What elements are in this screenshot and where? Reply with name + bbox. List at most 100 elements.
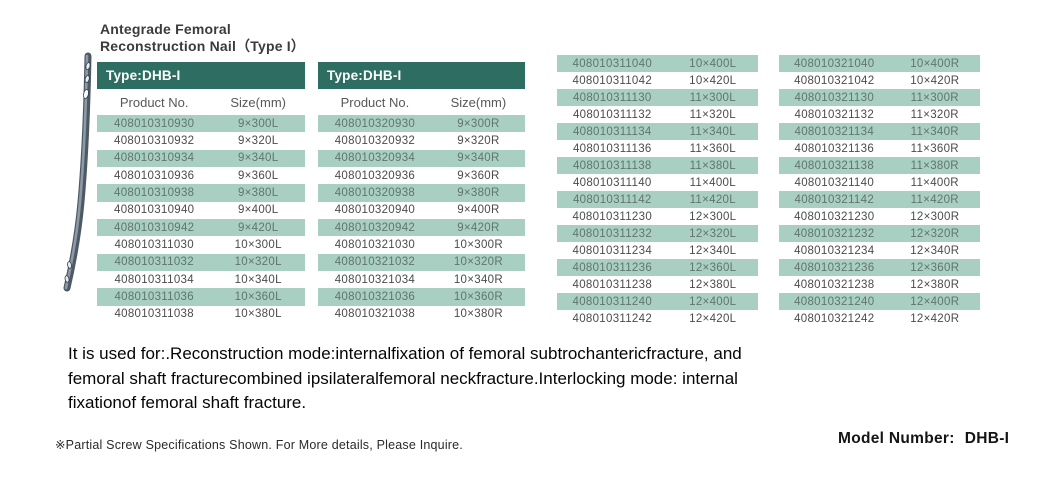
size-cell: 9×340R — [457, 152, 500, 165]
product-no-cell: 408010311132 — [572, 108, 652, 121]
size-cell: 9×380R — [457, 186, 500, 199]
table-row: 408010311138 11×380L — [557, 157, 758, 174]
product-no-cell: 408010311138 — [572, 159, 652, 172]
table-row: 408010321230 12×300R — [779, 208, 980, 225]
type-header: Type:DHB-I — [318, 62, 525, 89]
size-cell: 12×340L — [689, 244, 737, 257]
size-cell: 10×300L — [234, 238, 282, 251]
usage-line: femoral shaft fracturecombined ipsilater… — [68, 368, 738, 388]
product-no-cell: 408010321030 — [334, 238, 416, 251]
product-no-cell: 408010310940 — [114, 204, 195, 217]
table-row: 408010310940 9×400L — [97, 202, 305, 219]
table-row: 408010311240 12×400L — [557, 293, 758, 310]
table-row: 408010311042 10×420L — [557, 72, 758, 89]
size-cell: 12×400R — [910, 295, 960, 308]
size-cell: 12×300R — [910, 210, 960, 223]
table-rows: 408010320930 9×300R 408010320932 9×320R 4080… — [318, 115, 525, 323]
product-no-cell: 408010311036 — [114, 290, 194, 303]
table-row: 408010311132 11×320L — [557, 106, 758, 123]
table-row: 408010321042 10×420R — [779, 72, 980, 89]
product-no-cell: 408010310932 — [114, 134, 195, 147]
product-no-cell: 408010311140 — [572, 176, 652, 189]
table-row: 408010310942 9×420L — [97, 218, 305, 237]
table-row: 408010321242 12×420R — [779, 310, 980, 327]
spec-table-11-12-left: 408010311040 10×400L 408010311042 10×420L 40… — [557, 55, 758, 327]
size-cell: 11×380L — [689, 159, 736, 172]
product-no-cell: 408010320942 — [334, 221, 416, 234]
usage-line: fixationof femoral shaft fracture. — [68, 393, 307, 412]
product-no-cell: 408010321132 — [794, 108, 875, 121]
product-no-cell: 408010310936 — [114, 169, 195, 182]
product-no-cell: 408010321230 — [794, 210, 875, 223]
size-cell: 9×420R — [457, 221, 500, 234]
size-cell: 11×300L — [689, 91, 736, 104]
product-no-cell: 408010321234 — [794, 244, 875, 257]
column-size: Size(mm) — [230, 94, 286, 110]
product-no-cell: 408010311232 — [572, 227, 653, 240]
table-row: 408010311030 10×300L — [97, 236, 305, 253]
size-cell: 12×300L — [689, 210, 737, 223]
size-cell: 11×380R — [910, 159, 959, 172]
page-title: Antegrade Femoral Reconstruction Nail（Ty… — [100, 21, 305, 55]
column-product-no: Product No. — [119, 94, 189, 110]
size-cell: 9×400L — [237, 204, 279, 217]
spec-table-11-12-right: 408010321040 10×400R 408010321042 10×420R 40… — [779, 55, 980, 327]
column-size: Size(mm) — [450, 94, 507, 110]
table-row: 408010310936 9×360L — [97, 167, 305, 184]
table-row: 408010320932 9×320R — [318, 132, 525, 149]
table-row: 408010311238 12×380L — [557, 276, 758, 293]
table-row: 408010320938 9×380R — [318, 184, 525, 202]
type-header: Type:DHB-I — [97, 62, 305, 89]
table-row: 408010321040 10×400R — [779, 55, 980, 72]
size-cell: 11×360L — [689, 142, 736, 155]
product-no-cell: 408010321036 — [334, 290, 416, 303]
table-row: 408010321238 12×380R — [779, 276, 980, 293]
table-row: 408010311040 10×400L — [557, 55, 758, 72]
footnote: ※Partial Screw Specifications Shown. For… — [55, 438, 463, 452]
size-cell: 10×340L — [234, 273, 282, 286]
product-no-cell: 408010310938 — [114, 186, 195, 199]
size-cell: 11×360R — [910, 142, 959, 155]
size-cell: 10×380R — [453, 308, 503, 321]
product-no-cell: 408010320934 — [334, 152, 416, 165]
product-no-cell: 408010321034 — [334, 273, 416, 286]
size-cell: 10×320R — [453, 256, 503, 269]
table-row: 408010311242 12×420L — [557, 310, 758, 327]
product-no-cell: 408010311034 — [114, 273, 194, 286]
spec-table-9-10-left: Type:DHB-I Product No. Size(mm) 40801031… — [97, 62, 305, 323]
table-row: 408010320940 9×400R — [318, 202, 525, 219]
table-row: 408010321136 11×360R — [779, 140, 980, 157]
table-row: 408010310932 9×320L — [97, 132, 305, 149]
table-row: 408010321030 10×300R — [318, 236, 525, 253]
size-cell: 12×380L — [689, 278, 737, 291]
product-no-cell: 408010311030 — [114, 238, 194, 251]
table-row: 408010321234 12×340R — [779, 242, 980, 259]
product-no-cell: 408010321232 — [794, 227, 875, 240]
product-no-cell: 408010311130 — [572, 91, 652, 104]
spec-table-9-10-right: Type:DHB-I Product No. Size(mm) 40801032… — [318, 62, 525, 323]
table-row: 408010321036 10×360R — [318, 288, 525, 306]
size-cell: 10×420L — [689, 74, 737, 87]
size-cell: 9×380L — [237, 186, 279, 199]
table-row: 408010321132 11×320R — [779, 106, 980, 123]
size-cell: 12×360L — [689, 261, 737, 274]
model-number: Model Number: DHB-I — [838, 430, 1009, 448]
product-no-cell: 408010310934 — [114, 152, 195, 165]
femoral-nail-image — [63, 52, 92, 292]
size-cell: 12×420L — [689, 312, 737, 325]
size-cell: 12×400L — [689, 295, 737, 308]
size-cell: 11×340L — [689, 125, 736, 138]
product-no-cell: 408010311240 — [572, 295, 653, 308]
product-no-cell: 408010321038 — [334, 308, 416, 321]
product-no-cell: 408010320940 — [334, 204, 416, 217]
table-row: 408010311134 11×340L — [557, 123, 758, 140]
product-no-cell: 408010311136 — [572, 142, 652, 155]
size-cell: 9×300R — [457, 117, 500, 130]
product-no-cell: 408010321242 — [794, 312, 875, 325]
size-cell: 10×400R — [910, 57, 960, 70]
product-no-cell: 408010320936 — [334, 169, 416, 182]
product-no-cell: 408010311032 — [114, 256, 194, 269]
table-row: 408010321134 11×340R — [779, 123, 980, 140]
product-no-cell: 408010320932 — [334, 134, 416, 147]
product-no-cell: 408010310930 — [114, 117, 195, 130]
